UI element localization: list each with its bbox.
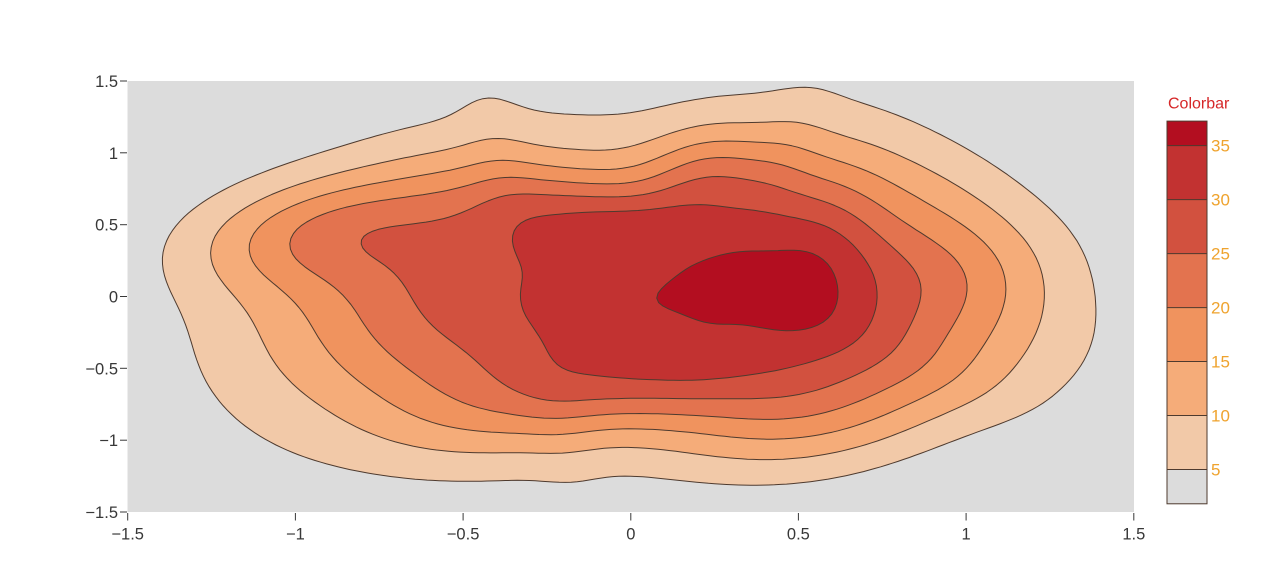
svg-text:−1.5: −1.5	[85, 504, 118, 522]
svg-text:1: 1	[109, 145, 118, 163]
svg-text:0: 0	[109, 289, 118, 307]
svg-text:−1: −1	[99, 432, 118, 450]
svg-text:30: 30	[1211, 191, 1230, 210]
svg-text:10: 10	[1211, 407, 1230, 426]
svg-text:1.5: 1.5	[95, 73, 118, 91]
svg-text:20: 20	[1211, 299, 1230, 318]
svg-text:−1.5: −1.5	[111, 526, 144, 544]
svg-text:−0.5: −0.5	[85, 360, 118, 378]
svg-text:0.5: 0.5	[95, 217, 118, 235]
svg-text:0: 0	[626, 526, 635, 544]
svg-text:35: 35	[1211, 137, 1230, 156]
svg-text:1.5: 1.5	[1122, 526, 1145, 544]
svg-text:1: 1	[962, 526, 971, 544]
svg-text:−1: −1	[286, 526, 305, 544]
svg-text:Colorbar: Colorbar	[1168, 96, 1230, 113]
svg-text:15: 15	[1211, 353, 1230, 372]
svg-text:25: 25	[1211, 245, 1230, 264]
svg-text:5: 5	[1211, 461, 1220, 480]
svg-text:0.5: 0.5	[787, 526, 810, 544]
svg-text:−0.5: −0.5	[447, 526, 480, 544]
